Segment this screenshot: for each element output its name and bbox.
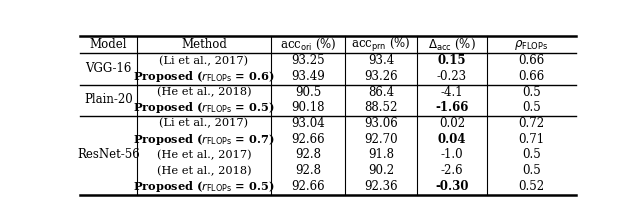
Text: VGG-16: VGG-16 <box>85 62 132 75</box>
Text: $\Delta_{\rm acc}$ (%): $\Delta_{\rm acc}$ (%) <box>428 37 476 52</box>
Text: -2.6: -2.6 <box>441 164 463 177</box>
Text: 93.25: 93.25 <box>291 54 325 67</box>
Text: -1.0: -1.0 <box>441 148 463 161</box>
Text: 86.4: 86.4 <box>368 86 394 98</box>
Text: -1.66: -1.66 <box>435 101 468 114</box>
Text: (Li et al., 2017): (Li et al., 2017) <box>159 55 248 66</box>
Text: Proposed ($r_{\mathrm{FLOPs}}$ = 0.6): Proposed ($r_{\mathrm{FLOPs}}$ = 0.6) <box>133 69 275 84</box>
Text: 92.70: 92.70 <box>365 133 398 146</box>
Text: 92.8: 92.8 <box>295 148 321 161</box>
Text: 91.8: 91.8 <box>369 148 394 161</box>
Text: 93.49: 93.49 <box>291 70 325 83</box>
Text: 0.02: 0.02 <box>439 117 465 130</box>
Text: 92.8: 92.8 <box>295 164 321 177</box>
Text: 92.36: 92.36 <box>365 180 398 193</box>
Text: (Li et al., 2017): (Li et al., 2017) <box>159 118 248 129</box>
Text: acc$_{\rm prn}$ (%): acc$_{\rm prn}$ (%) <box>351 36 411 54</box>
Text: Method: Method <box>181 38 227 51</box>
Text: 0.5: 0.5 <box>522 101 541 114</box>
Text: Plain-20: Plain-20 <box>84 93 133 106</box>
Text: 0.15: 0.15 <box>438 54 467 67</box>
Text: (He et al., 2018): (He et al., 2018) <box>157 87 252 97</box>
Text: 90.5: 90.5 <box>295 86 321 98</box>
Text: (He et al., 2018): (He et al., 2018) <box>157 166 252 176</box>
Text: 90.2: 90.2 <box>368 164 394 177</box>
Text: 0.5: 0.5 <box>522 164 541 177</box>
Text: Model: Model <box>90 38 127 51</box>
Text: 0.5: 0.5 <box>522 148 541 161</box>
Text: Proposed ($r_{\mathrm{FLOPs}}$ = 0.5): Proposed ($r_{\mathrm{FLOPs}}$ = 0.5) <box>133 179 275 194</box>
Text: 0.52: 0.52 <box>518 180 545 193</box>
Text: (He et al., 2017): (He et al., 2017) <box>157 150 252 160</box>
Text: -0.30: -0.30 <box>435 180 468 193</box>
Text: 92.66: 92.66 <box>291 180 325 193</box>
Text: -0.23: -0.23 <box>437 70 467 83</box>
Text: 0.66: 0.66 <box>518 70 545 83</box>
Text: acc$_{\rm ori}$ (%): acc$_{\rm ori}$ (%) <box>280 37 337 52</box>
Text: 93.4: 93.4 <box>368 54 394 67</box>
Text: Proposed ($r_{\mathrm{FLOPs}}$ = 0.5): Proposed ($r_{\mathrm{FLOPs}}$ = 0.5) <box>133 100 275 115</box>
Text: 88.52: 88.52 <box>365 101 398 114</box>
Text: 0.71: 0.71 <box>518 133 545 146</box>
Text: 0.66: 0.66 <box>518 54 545 67</box>
Text: 92.66: 92.66 <box>291 133 325 146</box>
Text: 0.04: 0.04 <box>438 133 467 146</box>
Text: 0.72: 0.72 <box>518 117 545 130</box>
Text: 90.18: 90.18 <box>291 101 325 114</box>
Text: Proposed ($r_{\mathrm{FLOPs}}$ = 0.7): Proposed ($r_{\mathrm{FLOPs}}$ = 0.7) <box>133 132 275 147</box>
Text: ResNet-56: ResNet-56 <box>77 148 140 161</box>
Text: 93.06: 93.06 <box>364 117 398 130</box>
Text: 93.04: 93.04 <box>291 117 325 130</box>
Text: $\rho_{\rm FLOPs}$: $\rho_{\rm FLOPs}$ <box>515 38 548 52</box>
Text: -4.1: -4.1 <box>441 86 463 98</box>
Text: 93.26: 93.26 <box>365 70 398 83</box>
Text: 0.5: 0.5 <box>522 86 541 98</box>
